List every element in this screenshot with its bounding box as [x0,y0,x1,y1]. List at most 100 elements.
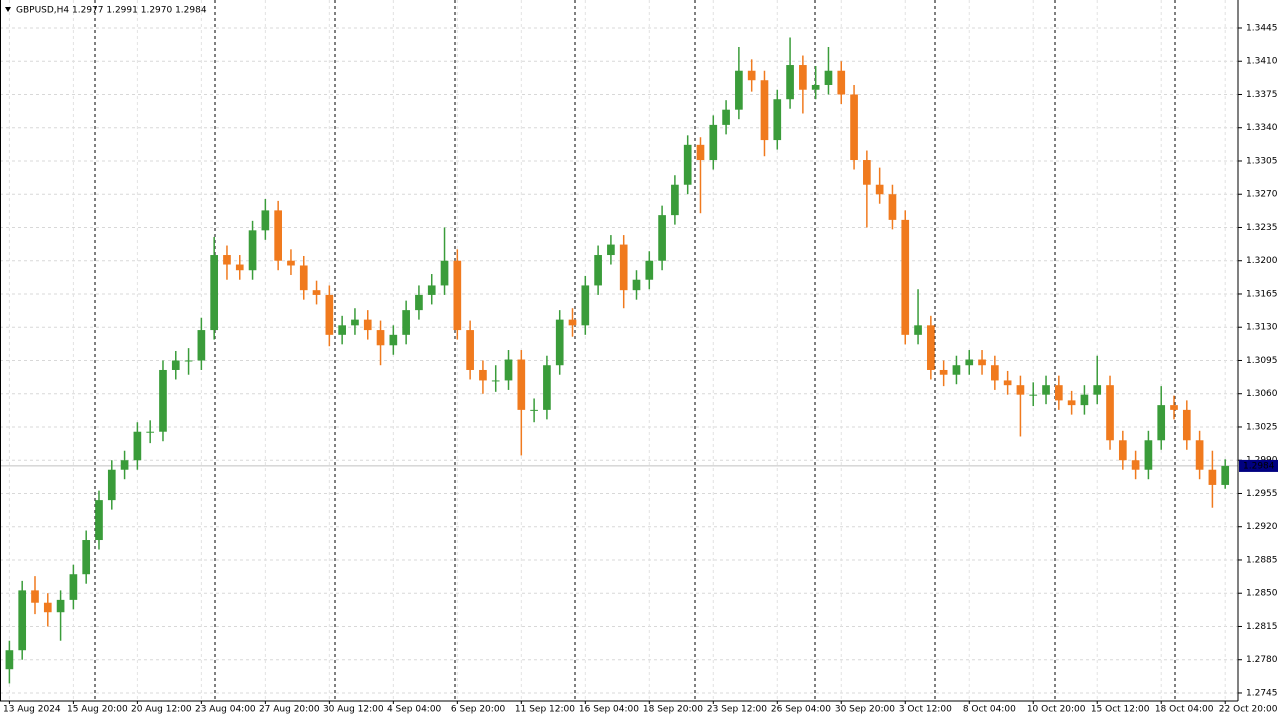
x-tick-label: 3 Oct 12:00 [899,705,952,715]
y-tick-label: 1.3060 [1246,389,1278,399]
x-tick-label: 30 Aug 12:00 [323,705,384,715]
candle-body [376,330,385,346]
candle-body [747,70,756,81]
candle-body [248,230,257,271]
y-tick-label: 1.3235 [1246,223,1278,233]
candle-body [645,260,654,280]
y-tick-label: 1.3410 [1246,57,1278,67]
candle-body [491,380,500,382]
candle-body [1054,385,1063,401]
candle-body [325,294,334,335]
candle-body [786,65,794,100]
candle-body [696,144,705,161]
y-tick-label: 1.2955 [1246,489,1278,499]
x-tick-label: 20 Aug 12:00 [131,705,192,715]
x-tick-label: 13 Aug 2024 [3,705,61,715]
candle-body [850,94,858,161]
candle-body [299,265,308,291]
candle-body [1118,440,1127,461]
price-tag-label: 1.2984 [1243,461,1275,471]
candle-body [1131,460,1140,470]
candle-body [594,255,602,286]
x-tick-label: 22 Oct 20:00 [1219,705,1278,715]
candle-body [453,260,462,331]
candle-body [555,319,564,366]
candle-body [1157,405,1166,441]
candle-body [914,325,922,335]
candle-body [159,369,167,432]
candle-body [773,99,782,141]
candle-body [504,359,513,381]
candle-body [261,210,270,231]
y-tick-label: 1.2780 [1246,655,1278,665]
candle-body [1195,440,1204,470]
candle-body [1093,385,1102,395]
y-tick-label: 1.2920 [1246,522,1278,532]
candle-body [171,360,180,370]
candle-body [223,255,231,265]
candle-body [619,244,628,291]
candle-body [146,431,155,433]
candle-body [415,294,423,311]
candle-body [543,365,551,410]
candle-body [1067,400,1076,406]
candle-body [1182,409,1191,441]
candle-body [120,460,129,470]
candle-body [133,431,142,461]
candle-body [427,285,436,295]
y-tick-label: 1.3445 [1246,23,1278,33]
candle-body [82,540,91,575]
candle-body [735,70,743,110]
y-tick-label: 1.2815 [1246,622,1278,632]
x-tick-label: 15 Aug 20:00 [67,705,128,715]
candle-body [1208,469,1217,485]
candle-body [184,360,193,362]
y-tick-label: 1.3375 [1246,90,1278,100]
candle-body [95,500,103,541]
candle-body [978,359,986,366]
candle-body [632,279,641,291]
candle-body [901,219,910,335]
x-tick-label: 18 Sep 20:00 [643,705,703,715]
candle-body [363,319,372,331]
candle-body [1144,440,1153,470]
y-tick-label: 1.3270 [1246,190,1278,200]
candle-body [568,319,577,326]
x-tick-label: 16 Sep 04:00 [579,705,639,715]
candle-body [56,599,65,613]
chart-title: GBPUSD,H4 1.2977 1.2991 1.2970 1.2984 [16,6,207,16]
candle-body [991,365,999,381]
price-tag [1239,459,1278,472]
candle-body [939,369,948,375]
candle-body [722,109,730,125]
y-tick-label: 1.3200 [1246,256,1278,266]
x-tick-label: 11 Sep 12:00 [515,705,575,715]
x-tick-label: 23 Aug 04:00 [195,705,256,715]
candle-body [760,80,769,141]
candle-body [338,325,346,335]
y-tick-label: 1.3130 [1246,323,1278,333]
candle-body [389,334,398,346]
candle-body [1106,385,1114,441]
x-tick-label: 15 Oct 12:00 [1091,705,1150,715]
candle-body [107,469,116,501]
candle-body [1080,394,1089,406]
x-tick-label: 27 Aug 20:00 [259,705,320,715]
candle-body [69,574,78,600]
x-tick-label: 30 Sep 20:00 [835,705,895,715]
candle-body [1016,385,1025,395]
y-tick-label: 1.3305 [1246,156,1278,166]
x-tick-label: 26 Sep 04:00 [771,705,831,715]
candle-body [287,260,295,266]
candle-body [811,84,820,90]
candle-body [875,184,884,195]
x-tick-label: 8 Oct 04:00 [963,705,1016,715]
candle-body [709,124,718,161]
candle-body [1170,405,1178,410]
candle-body [18,590,27,651]
candle-body [1221,465,1230,485]
candle-body [274,210,282,261]
menu-triangle[interactable] [5,7,11,12]
